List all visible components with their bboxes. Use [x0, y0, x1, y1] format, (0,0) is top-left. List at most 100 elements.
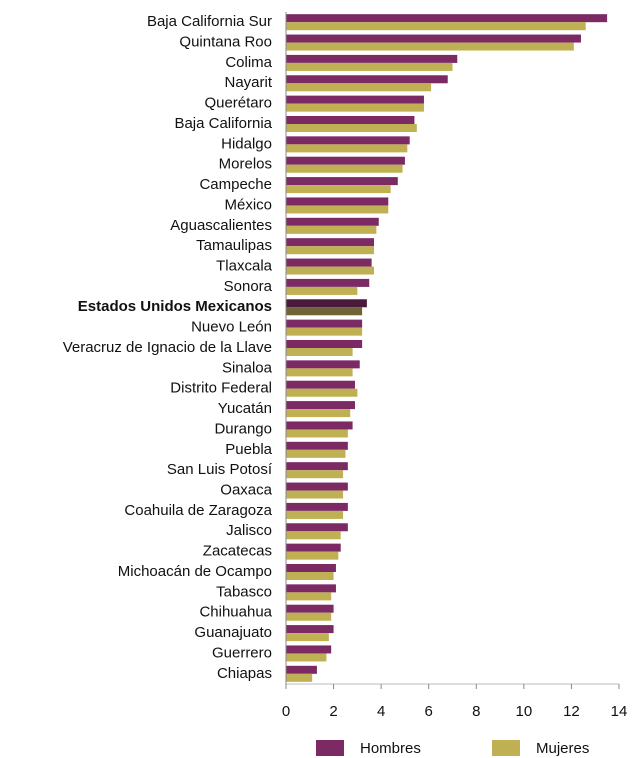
y-tick-label: Sonora	[224, 278, 273, 295]
y-tick-label: Nuevo León	[191, 319, 272, 336]
bar	[286, 502, 348, 511]
bar	[286, 551, 339, 560]
bar	[286, 665, 317, 674]
bar	[286, 421, 353, 430]
x-tick-label: 6	[425, 703, 433, 720]
bar	[286, 14, 608, 23]
y-tick-label: Morelos	[219, 156, 272, 173]
bar	[286, 327, 363, 336]
y-tick-label: Nayarit	[224, 74, 272, 91]
bar	[286, 645, 332, 654]
bar	[286, 612, 332, 621]
y-tick-label: Campeche	[199, 176, 272, 193]
bar	[286, 266, 375, 275]
bar	[286, 531, 341, 540]
bar	[286, 564, 336, 572]
bar	[286, 673, 313, 682]
bar	[286, 144, 408, 153]
bar	[286, 156, 405, 165]
bar	[286, 348, 353, 356]
y-tick-label: Guanajuato	[194, 624, 272, 641]
y-tick-label: Baja California Sur	[147, 13, 272, 30]
bar	[286, 217, 379, 226]
bar	[286, 429, 348, 438]
legend-swatch	[492, 740, 520, 756]
y-tick-label: Tabasco	[216, 583, 272, 600]
bar	[286, 136, 410, 145]
y-tick-label: Colima	[225, 54, 272, 71]
bar	[286, 95, 424, 104]
y-tick-label: Tlaxcala	[216, 258, 273, 275]
bar	[286, 34, 581, 43]
bar	[286, 462, 348, 471]
y-tick-label: Quintana Roo	[179, 34, 272, 51]
y-tick-label: Hidalgo	[221, 135, 272, 152]
bar	[286, 401, 355, 410]
x-tick-label: 0	[282, 703, 290, 720]
bar	[286, 633, 329, 642]
x-tick-label: 10	[516, 703, 533, 720]
bar	[286, 523, 348, 532]
bar	[286, 286, 358, 295]
bar	[286, 54, 458, 63]
bar	[286, 360, 360, 369]
bar	[286, 319, 363, 328]
bar	[286, 510, 344, 519]
y-tick-label: Yucatán	[218, 400, 272, 417]
bar	[286, 238, 375, 247]
bar	[286, 197, 389, 206]
bar	[286, 441, 348, 450]
legend-label: Mujeres	[536, 740, 589, 757]
bar	[286, 278, 370, 287]
x-tick-label: 8	[472, 703, 480, 720]
bar	[286, 177, 398, 186]
bar	[286, 258, 372, 267]
bar	[286, 22, 586, 31]
bar	[286, 62, 453, 71]
y-tick-label: Baja California	[174, 115, 272, 132]
y-tick-label: Veracruz de Ignacio de la Llave	[63, 339, 272, 356]
y-tick-label: Durango	[214, 420, 272, 437]
bar	[286, 205, 389, 214]
bar	[286, 340, 363, 348]
y-tick-label: Guerrero	[212, 644, 272, 661]
y-tick-label: Chiapas	[217, 665, 272, 682]
y-tick-label: Estados Unidos Mexicanos	[78, 298, 272, 315]
bar	[286, 388, 358, 397]
bar	[286, 164, 403, 173]
bar	[286, 604, 334, 613]
y-tick-label: San Luis Potosí	[167, 461, 273, 478]
bar	[286, 185, 391, 194]
bar	[286, 449, 346, 458]
bar	[286, 42, 574, 51]
x-tick-label: 12	[563, 703, 580, 720]
bar	[286, 653, 327, 662]
bar	[286, 83, 432, 92]
bar	[286, 490, 344, 499]
bar	[286, 75, 448, 84]
bar	[286, 592, 332, 601]
y-tick-label: Michoacán de Ocampo	[118, 563, 272, 580]
legend-label: Hombres	[360, 740, 421, 757]
bar	[286, 543, 341, 552]
bar	[286, 625, 334, 634]
bar	[286, 103, 424, 112]
y-tick-label: Puebla	[225, 441, 272, 458]
x-tick-label: 2	[329, 703, 337, 720]
y-tick-label: Sinaloa	[222, 359, 273, 376]
bar	[286, 584, 336, 593]
bar	[286, 368, 353, 377]
bar	[286, 225, 377, 234]
bar	[286, 124, 417, 132]
y-tick-label: Coahuila de Zaragoza	[124, 502, 272, 519]
y-tick-label: Chihuahua	[199, 604, 272, 621]
bar	[286, 470, 344, 479]
x-tick-label: 14	[611, 703, 628, 720]
bar	[286, 116, 415, 124]
y-tick-label: Zacatecas	[203, 543, 272, 560]
legend-swatch	[316, 740, 344, 756]
bar	[286, 572, 334, 580]
y-tick-label: Distrito Federal	[170, 380, 272, 397]
y-tick-label: Oaxaca	[220, 482, 272, 499]
